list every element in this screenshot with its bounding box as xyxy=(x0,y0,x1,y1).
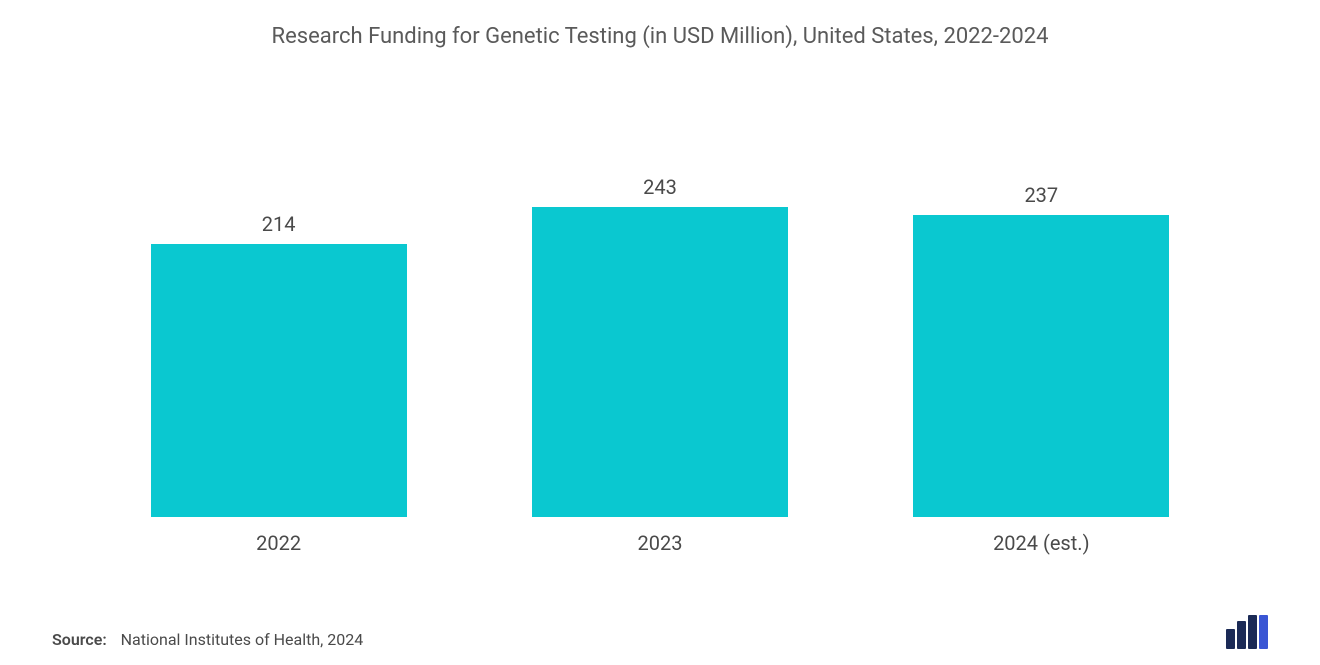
bar-label-2: 2024 (est.) xyxy=(993,531,1089,555)
bar-value-0: 214 xyxy=(262,212,296,236)
bar-value-1: 243 xyxy=(643,175,677,199)
bar-label-1: 2023 xyxy=(638,531,683,555)
bar-group-2: 237 2024 (est.) xyxy=(901,183,1181,555)
chart-container: Research Funding for Genetic Testing (in… xyxy=(0,0,1320,665)
source-text: National Institutes of Health, 2024 xyxy=(121,630,364,649)
source-label: Source: xyxy=(52,630,107,649)
bar-group-1: 243 2023 xyxy=(520,175,800,555)
bar-2 xyxy=(913,215,1169,517)
chart-plot-area: 214 2022 243 2023 237 2024 (est.) xyxy=(48,89,1272,555)
logo-bar-0 xyxy=(1226,629,1235,649)
bar-0 xyxy=(151,244,407,517)
logo-bar-1 xyxy=(1237,621,1246,649)
chart-footer: Source: National Institutes of Health, 2… xyxy=(48,615,1272,649)
bar-value-2: 237 xyxy=(1024,183,1058,207)
source-line: Source: National Institutes of Health, 2… xyxy=(52,630,363,649)
chart-title: Research Funding for Genetic Testing (in… xyxy=(48,24,1272,49)
bar-1 xyxy=(532,207,788,517)
logo-bar-2 xyxy=(1248,615,1257,649)
brand-logo-icon xyxy=(1226,615,1268,649)
bar-group-0: 214 2022 xyxy=(139,212,419,555)
logo-bar-3 xyxy=(1259,615,1268,649)
bar-label-0: 2022 xyxy=(256,531,301,555)
